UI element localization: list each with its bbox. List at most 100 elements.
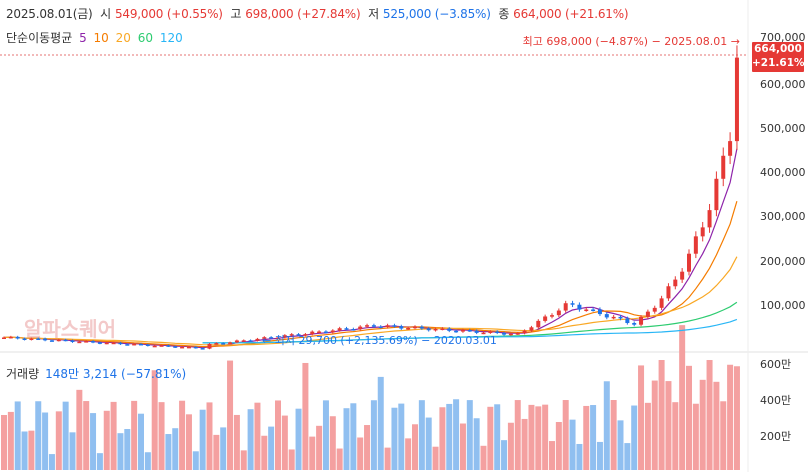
volume-bar <box>466 400 473 470</box>
volume-bar <box>14 401 21 470</box>
ma-line-20 <box>3 256 738 346</box>
volume-bar <box>562 400 569 470</box>
volume-bar <box>398 403 405 470</box>
volume-summary: 거래량 148만 3,214 (−57.81%) <box>6 365 186 382</box>
volume-bar <box>480 445 487 470</box>
candle-body <box>611 316 616 319</box>
volume-bar <box>281 415 288 470</box>
volume-bar <box>7 411 14 470</box>
candle-body <box>714 178 719 211</box>
candle-body <box>385 325 390 328</box>
volume-bar <box>185 414 192 470</box>
candle-body <box>392 325 397 327</box>
volume-bar <box>418 400 425 470</box>
volume-bar <box>76 389 83 470</box>
moving-average-legend[interactable]: 단순이동평균 5 10 20 60 120 <box>6 29 186 46</box>
volume-bar <box>288 449 295 470</box>
volume-tick-400: 400만 <box>760 394 792 407</box>
volume-bar <box>514 400 521 470</box>
volume-bar <box>247 409 254 470</box>
candle-body <box>139 343 143 346</box>
candle-body <box>282 335 287 338</box>
candle-body <box>207 343 212 349</box>
volume-bar <box>672 402 679 470</box>
candle-body <box>591 309 596 312</box>
candle-body <box>2 337 6 340</box>
volume-bar <box>240 450 247 470</box>
volume-bar <box>172 428 179 470</box>
ma-period-20: 20 <box>115 31 131 45</box>
high-label: 고 <box>230 7 242 21</box>
candle-body <box>303 334 308 336</box>
ma-period-5: 5 <box>79 31 87 45</box>
candle-body <box>563 303 568 311</box>
candle-body <box>632 323 637 325</box>
volume-bar <box>124 429 131 470</box>
candle-body <box>262 337 267 339</box>
price-tick-700000: 700,000 <box>760 31 806 44</box>
candle-body <box>97 342 102 344</box>
candle-body <box>365 325 370 327</box>
low-label: 저 <box>368 7 379 21</box>
candle-body <box>228 342 233 344</box>
volume-bar <box>631 405 638 470</box>
candle-body <box>56 339 61 342</box>
moving-average-lines <box>3 148 738 349</box>
volume-bar <box>549 441 555 470</box>
ma-label: 단순이동평균 <box>6 31 73 45</box>
volume-bar <box>610 400 617 470</box>
ma-period-120: 120 <box>159 31 183 45</box>
volume-bar <box>1 415 7 470</box>
candle-body <box>289 334 294 336</box>
volume-bar <box>336 448 343 470</box>
candle-body <box>502 332 507 335</box>
candle-body <box>488 331 493 333</box>
high-value: 698,000 (+27.84%) <box>245 7 361 21</box>
volume-bar <box>110 401 117 470</box>
volume-bar <box>158 402 165 470</box>
candle-body <box>152 345 157 348</box>
open-value: 549,000 (+0.55%) <box>114 7 223 21</box>
volume-bar <box>665 381 672 470</box>
low-marker: ← 최저 29,700 (+2,135.69%) − 2020.03.01 <box>262 334 497 347</box>
volume-bar <box>459 423 466 470</box>
volume-bar <box>302 362 309 470</box>
candle-body <box>666 286 671 299</box>
candle-body <box>413 326 417 329</box>
candle-body <box>556 310 561 316</box>
candle-body <box>351 329 356 331</box>
price-tick-100000: 100,000 <box>760 299 806 312</box>
volume-tick-200: 200만 <box>760 430 792 443</box>
candle-body <box>111 342 116 345</box>
candle-body <box>625 318 630 324</box>
volume-bar <box>268 426 275 470</box>
volume-bar <box>90 413 97 470</box>
candle-body <box>186 346 191 349</box>
volume-bar <box>165 434 172 470</box>
candle-body <box>255 338 260 341</box>
candle-body <box>221 343 226 345</box>
volume-bar <box>521 418 528 470</box>
candle-body <box>467 330 472 332</box>
volume-bar <box>138 413 144 470</box>
candle-body <box>508 333 513 336</box>
volume-bar <box>357 437 364 470</box>
volume-bar <box>720 401 727 470</box>
candle-body <box>269 337 274 339</box>
volume-bar <box>692 403 699 470</box>
candle-body <box>734 57 739 142</box>
volume-bar <box>583 405 590 470</box>
candle-body <box>323 331 328 333</box>
candle-body <box>529 327 534 331</box>
volume-bar <box>206 402 213 470</box>
volume-bar <box>83 401 90 470</box>
volume-bar <box>55 411 62 470</box>
volume-bar <box>624 443 631 470</box>
volume-bar <box>542 404 549 470</box>
volume-bar <box>144 452 151 470</box>
candle-body <box>166 345 171 347</box>
volume-bars <box>1 325 740 470</box>
volume-bar <box>261 435 268 470</box>
volume-bar <box>275 400 281 470</box>
